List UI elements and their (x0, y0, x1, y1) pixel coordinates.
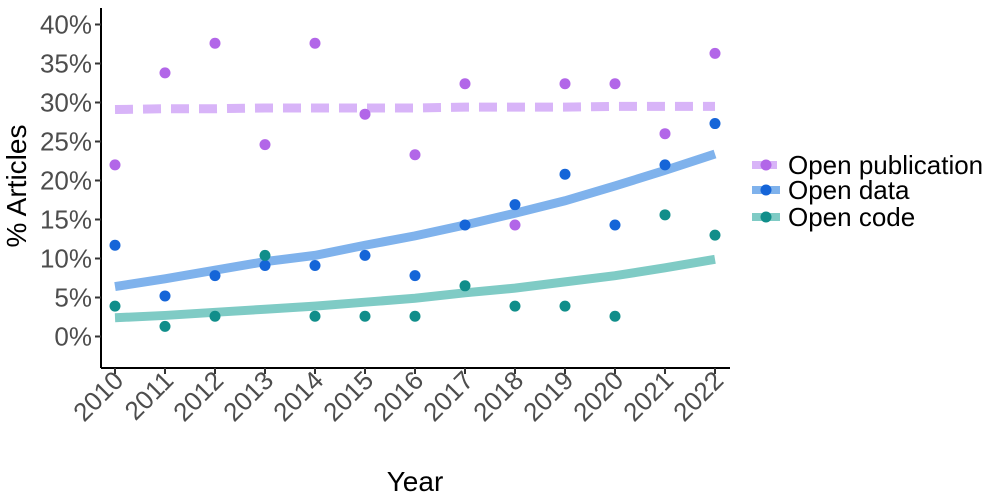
data-point (109, 159, 121, 171)
data-point (559, 300, 571, 312)
legend-label: Open data (788, 175, 910, 205)
y-tick-label: 15% (40, 205, 92, 235)
data-point (409, 310, 421, 322)
y-tick-label: 30% (40, 88, 92, 118)
data-point (609, 310, 621, 322)
data-point (109, 239, 121, 251)
y-tick-label: 10% (40, 244, 92, 274)
x-tick-label: 2016 (367, 365, 429, 427)
y-tick-label: 40% (40, 10, 92, 40)
data-point (459, 219, 471, 231)
ticks: 0%5%10%15%20%25%30%35%40%201020112012201… (40, 10, 729, 428)
y-tick-label: 35% (40, 49, 92, 79)
data-point (659, 159, 671, 171)
data-point (659, 209, 671, 221)
trend-line (114, 101, 715, 115)
data-point (609, 78, 621, 90)
data-point (409, 149, 421, 161)
data-point (709, 47, 721, 59)
data-point (359, 108, 371, 120)
legend-key-point (760, 184, 772, 196)
data-point (359, 249, 371, 261)
data-point (209, 270, 221, 282)
x-tick-label: 2019 (517, 365, 579, 427)
data-point (459, 78, 471, 90)
x-tick-label: 2021 (617, 365, 679, 427)
x-tick-label: 2014 (267, 365, 329, 427)
data-point (209, 310, 221, 322)
data-point (309, 260, 321, 272)
x-tick-label: 2010 (67, 365, 129, 427)
data-point (709, 229, 721, 241)
data-point (509, 219, 521, 231)
data-point (559, 168, 571, 180)
data-point (259, 139, 271, 151)
data-point (259, 260, 271, 272)
data-point (109, 300, 121, 312)
data-point (359, 310, 371, 322)
x-tick-label: 2020 (567, 365, 629, 427)
trend-line (114, 149, 717, 292)
data-point (159, 290, 171, 302)
x-tick-label: 2018 (467, 365, 529, 427)
data-point (159, 67, 171, 79)
x-tick-label: 2022 (667, 365, 729, 427)
legend-key-point (760, 211, 772, 223)
x-tick-label: 2011 (118, 365, 179, 426)
data-point (309, 310, 321, 322)
x-tick-label: 2012 (167, 365, 229, 427)
x-axis-title: Year (387, 466, 444, 497)
data-point (509, 199, 521, 211)
data-point (409, 270, 421, 282)
data-point (459, 280, 471, 292)
y-tick-label: 25% (40, 127, 92, 157)
data-point (209, 37, 221, 49)
data-point (159, 320, 171, 332)
data-point (509, 300, 521, 312)
y-tick-label: 5% (54, 283, 92, 313)
legend-label: Open publication (788, 150, 983, 180)
y-tick-label: 20% (40, 166, 92, 196)
x-tick-label: 2015 (317, 365, 379, 427)
y-tick-label: 0% (54, 322, 92, 352)
legend-label: Open code (788, 202, 915, 232)
y-axis-title: % Articles (1, 125, 32, 248)
data-point (709, 118, 721, 130)
data-point (559, 78, 571, 90)
plot-area (109, 37, 721, 332)
data-point (659, 128, 671, 140)
data-point (309, 37, 321, 49)
data-point (609, 219, 621, 231)
data-point (259, 249, 271, 261)
legend-key-point (760, 159, 772, 171)
x-tick-label: 2013 (217, 365, 279, 427)
x-tick-label: 2017 (417, 365, 479, 427)
